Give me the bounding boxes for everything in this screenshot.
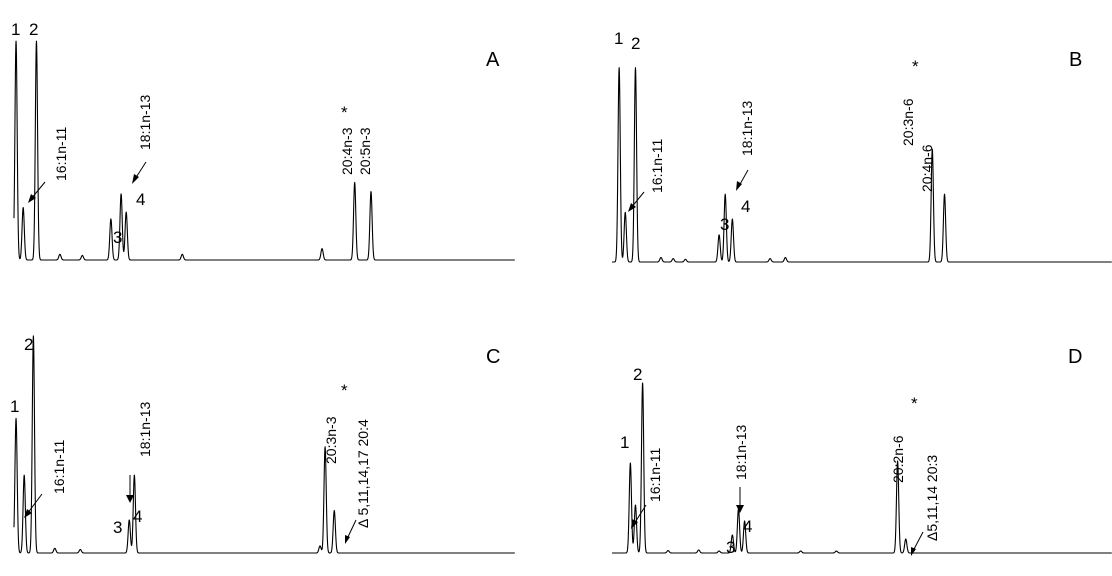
panel-d-arrow-delta-20-3: [911, 531, 924, 556]
panel-a-annot-20-4n-3-star: *: [341, 103, 348, 122]
panel-a-annot-20-5n-3: 20:5n-3: [357, 127, 373, 175]
panel-d-peak-1-label: 1: [620, 433, 629, 452]
panel-a-trace: [13, 40, 516, 261]
panel-a-annot-18-1n-13: 18:1n-13: [137, 95, 153, 150]
panel-c-annot-16-1n-11: 16:1n-11: [51, 440, 67, 494]
panel-c-peak-3-label: 3: [113, 518, 122, 537]
panel-d-letter: D: [1068, 346, 1082, 368]
panel-a-peak-2-label: 2: [29, 20, 38, 39]
panel-d-annot-delta-20-3: Δ5,11,14 20:3: [924, 455, 940, 541]
panel-b-trace: [611, 67, 1112, 263]
panel-c-peak-4-label: 4: [133, 507, 142, 526]
panel-b-peak-4-label: 4: [741, 197, 750, 216]
panel-c-annot-18-1n-13: 18:1n-13: [137, 402, 153, 457]
panel-d-trace: [611, 382, 1112, 554]
panel-a-annot-16-1n-11: 16:1n-11: [53, 127, 69, 181]
panel-b-peak-1-label: 1: [614, 29, 623, 48]
panel-a-peak-4-label: 4: [136, 190, 145, 209]
panel-c-arrow-18-1n-13: [126, 475, 134, 503]
panel-a-peak-1-label: 1: [11, 20, 20, 39]
panel-b-annot-20-3n-6-star: *: [912, 57, 919, 76]
panel-d-annot-16-1n-11: 16:1n-11: [647, 448, 663, 502]
panel-a-arrow-18-1n-13: [132, 161, 147, 184]
panel-c-annot-delta-20-4: Δ 5,11,14,17 20:4: [355, 419, 371, 528]
panel-b-arrow-18-1n-13: [736, 169, 749, 191]
panel-c-arrow-16-1n-11: [24, 493, 43, 518]
panel-a-letter: A: [486, 49, 500, 71]
panel-d-annot-20-2n-6-star: *: [911, 394, 918, 413]
panel-b-letter: B: [1069, 49, 1082, 71]
panel-d-arrow-16-1n-11: [631, 504, 647, 529]
panel-b-annot-16-1n-11: 16:1n-11: [649, 139, 665, 193]
panel-b-annot-20-3n-6: 20:3n-6: [900, 98, 916, 146]
panel-c-arrow-delta-20-4: [345, 519, 357, 544]
panel-c: C 1 2 3 4 16:1n-11 18:1n-13 20:3n-3 * Δ …: [10, 335, 516, 554]
panel-d-annot-18-1n-13: 18:1n-13: [733, 425, 749, 480]
panel-c-peak-2-label: 2: [24, 335, 33, 354]
panel-b-annot-20-4n-6: 20:4n-6: [919, 144, 935, 192]
panel-d-arrow-18-1n-13: [736, 487, 744, 513]
panel-b: B 1 2 3 4 16:1n-11 18:1n-13 20:3n-6 * 20…: [611, 29, 1112, 263]
panel-a-peak-3-label: 3: [113, 228, 122, 247]
panel-d-annot-20-2n-6: 20:2n-6: [890, 435, 906, 483]
panel-b-peak-2-label: 2: [631, 34, 640, 53]
panel-b-arrow-16-1n-11: [628, 191, 645, 212]
panel-b-annot-18-1n-13: 18:1n-13: [739, 101, 755, 156]
panel-d-peak-2-label: 2: [633, 365, 642, 384]
panel-d-peak-3-label: 3: [726, 538, 735, 557]
panel-c-annot-20-3n-3-star: *: [341, 381, 348, 400]
panel-a-arrow-16-1n-11: [28, 181, 46, 203]
panel-b-peak-3-label: 3: [720, 215, 729, 234]
panel-c-annot-20-3n-3: 20:3n-3: [323, 416, 339, 464]
panel-a: A 1 2 3 4 16:1n-11 18:1n-13 20:4n-3 * 20…: [11, 20, 516, 261]
panel-c-letter: C: [486, 346, 500, 368]
panel-d: D 1 2 3 4 16:1n-11 18:1n-13 20:2n-6 * Δ5…: [611, 346, 1112, 557]
panel-c-peak-1-label: 1: [10, 397, 19, 416]
panel-c-trace: [13, 335, 516, 554]
panel-a-annot-20-4n-3: 20:4n-3: [339, 127, 355, 175]
panel-d-peak-4-label: 4: [743, 517, 752, 536]
